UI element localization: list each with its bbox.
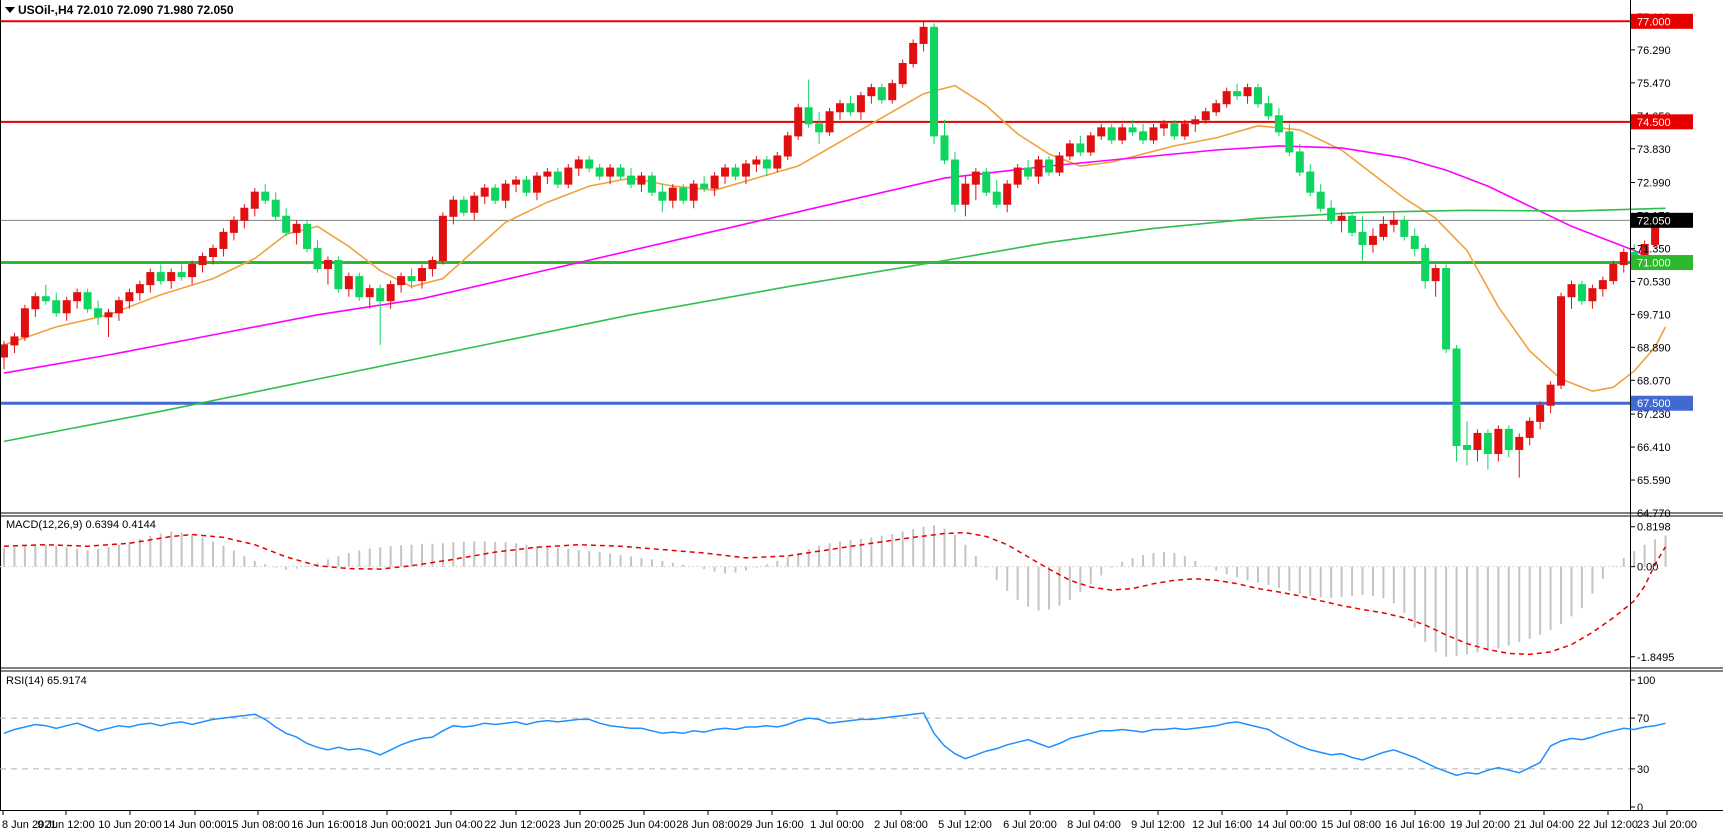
svg-text:71.000: 71.000 [1637, 258, 1671, 270]
pane-frame [0, 0, 1723, 811]
price-level-badges: 77.000 74.500 72.050 71.000 67.500 [1631, 13, 1693, 411]
price-badge-support-71000 [1631, 255, 1693, 271]
macd-signal-line [3, 531, 1667, 656]
svg-text:75.470: 75.470 [1637, 78, 1671, 90]
macd-indicator-label: MACD(12,26,9) 0.6394 0.4144 [6, 519, 156, 531]
macd-axis[interactable]: 0.8198 0.00 -1.8495 [1630, 522, 1674, 664]
svg-text:64.770: 64.770 [1637, 508, 1671, 520]
svg-text:9 Jul 12:00: 9 Jul 12:00 [1131, 819, 1185, 831]
svg-text:21 Jul 04:00: 21 Jul 04:00 [1514, 819, 1574, 831]
svg-text:70: 70 [1637, 713, 1649, 725]
svg-text:69.710: 69.710 [1637, 309, 1671, 321]
price-badge-resistance-77000 [1631, 13, 1693, 29]
ma-fast-orange [3, 84, 1667, 393]
svg-text:22 Jun 12:00: 22 Jun 12:00 [484, 819, 548, 831]
svg-text:6 Jul 20:00: 6 Jul 20:00 [1003, 819, 1057, 831]
svg-text:29 Jun 16:00: 29 Jun 16:00 [740, 819, 804, 831]
svg-text:0.00: 0.00 [1637, 562, 1658, 574]
svg-text:0: 0 [1637, 802, 1643, 814]
svg-text:10 Jun 20:00: 10 Jun 20:00 [98, 819, 162, 831]
svg-text:68.070: 68.070 [1637, 375, 1671, 387]
svg-text:70.530: 70.530 [1637, 276, 1671, 288]
ohlc-title: USOil-,H4 72.010 72.090 71.980 72.050 [18, 3, 234, 17]
svg-text:73.830: 73.830 [1637, 144, 1671, 156]
svg-text:67.230: 67.230 [1637, 409, 1671, 421]
svg-text:19 Jul 20:00: 19 Jul 20:00 [1450, 819, 1510, 831]
svg-text:23 Jun 20:00: 23 Jun 20:00 [548, 819, 612, 831]
candlestick-series[interactable] [0, 21, 1670, 478]
svg-text:21 Jun 04:00: 21 Jun 04:00 [419, 819, 483, 831]
rsi-indicator-label: RSI(14) 65.9174 [6, 675, 87, 687]
svg-text:12 Jul 16:00: 12 Jul 16:00 [1192, 819, 1252, 831]
svg-text:22 Jul 12:00: 22 Jul 12:00 [1578, 819, 1638, 831]
svg-text:67.500: 67.500 [1637, 398, 1671, 410]
svg-text:14 Jun 00:00: 14 Jun 00:00 [163, 819, 227, 831]
svg-text:2 Jul 08:00: 2 Jul 08:00 [874, 819, 928, 831]
svg-text:71.350: 71.350 [1637, 243, 1671, 255]
rsi-line [3, 712, 1666, 777]
svg-text:23 Jul 20:00: 23 Jul 20:00 [1637, 819, 1697, 831]
svg-text:18 Jun 00:00: 18 Jun 00:00 [355, 819, 419, 831]
svg-text:28 Jun 08:00: 28 Jun 08:00 [676, 819, 740, 831]
svg-text:14 Jul 00:00: 14 Jul 00:00 [1257, 819, 1317, 831]
svg-text:65.590: 65.590 [1637, 475, 1671, 487]
ma-slow-green [3, 207, 1666, 443]
svg-text:8 Jul 04:00: 8 Jul 04:00 [1067, 819, 1121, 831]
svg-text:16 Jul 16:00: 16 Jul 16:00 [1385, 819, 1445, 831]
svg-text:16 Jun 16:00: 16 Jun 16:00 [291, 819, 355, 831]
symbol-dropdown-icon [5, 7, 15, 13]
svg-text:66.410: 66.410 [1637, 442, 1671, 454]
svg-text:1 Jul 00:00: 1 Jul 00:00 [810, 819, 864, 831]
horizontal-level-lines[interactable] [0, 20, 1630, 405]
svg-text:77.000: 77.000 [1637, 16, 1671, 28]
ma-mid-magenta [3, 145, 1666, 374]
price-badge-resistance-74500 [1631, 114, 1693, 130]
svg-text:15 Jul 08:00: 15 Jul 08:00 [1321, 819, 1381, 831]
svg-text:8 Jun 2021: 8 Jun 2021 [2, 819, 56, 831]
rsi-axis[interactable]: 100 70 30 0 [1630, 675, 1655, 814]
svg-text:-1.8495: -1.8495 [1637, 652, 1674, 664]
svg-text:30: 30 [1637, 764, 1649, 776]
svg-text:100: 100 [1637, 675, 1655, 687]
svg-text:5 Jul 12:00: 5 Jul 12:00 [938, 819, 992, 831]
svg-text:76.290: 76.290 [1637, 45, 1671, 57]
svg-text:74.500: 74.500 [1637, 117, 1671, 129]
svg-text:15 Jun 08:00: 15 Jun 08:00 [226, 819, 290, 831]
price-badge-support-67500 [1631, 395, 1693, 411]
svg-text:0.8198: 0.8198 [1637, 522, 1671, 534]
svg-text:9 Jun 12:00: 9 Jun 12:00 [37, 819, 95, 831]
macd-histogram [0, 525, 1667, 657]
price-badge-current-price-72050 [1631, 212, 1693, 228]
rsi-level-lines [0, 717, 1630, 770]
svg-text:25 Jun 04:00: 25 Jun 04:00 [612, 819, 676, 831]
svg-text:72.990: 72.990 [1637, 178, 1671, 190]
svg-text:68.890: 68.890 [1637, 342, 1671, 354]
svg-text:72.050: 72.050 [1637, 215, 1671, 227]
